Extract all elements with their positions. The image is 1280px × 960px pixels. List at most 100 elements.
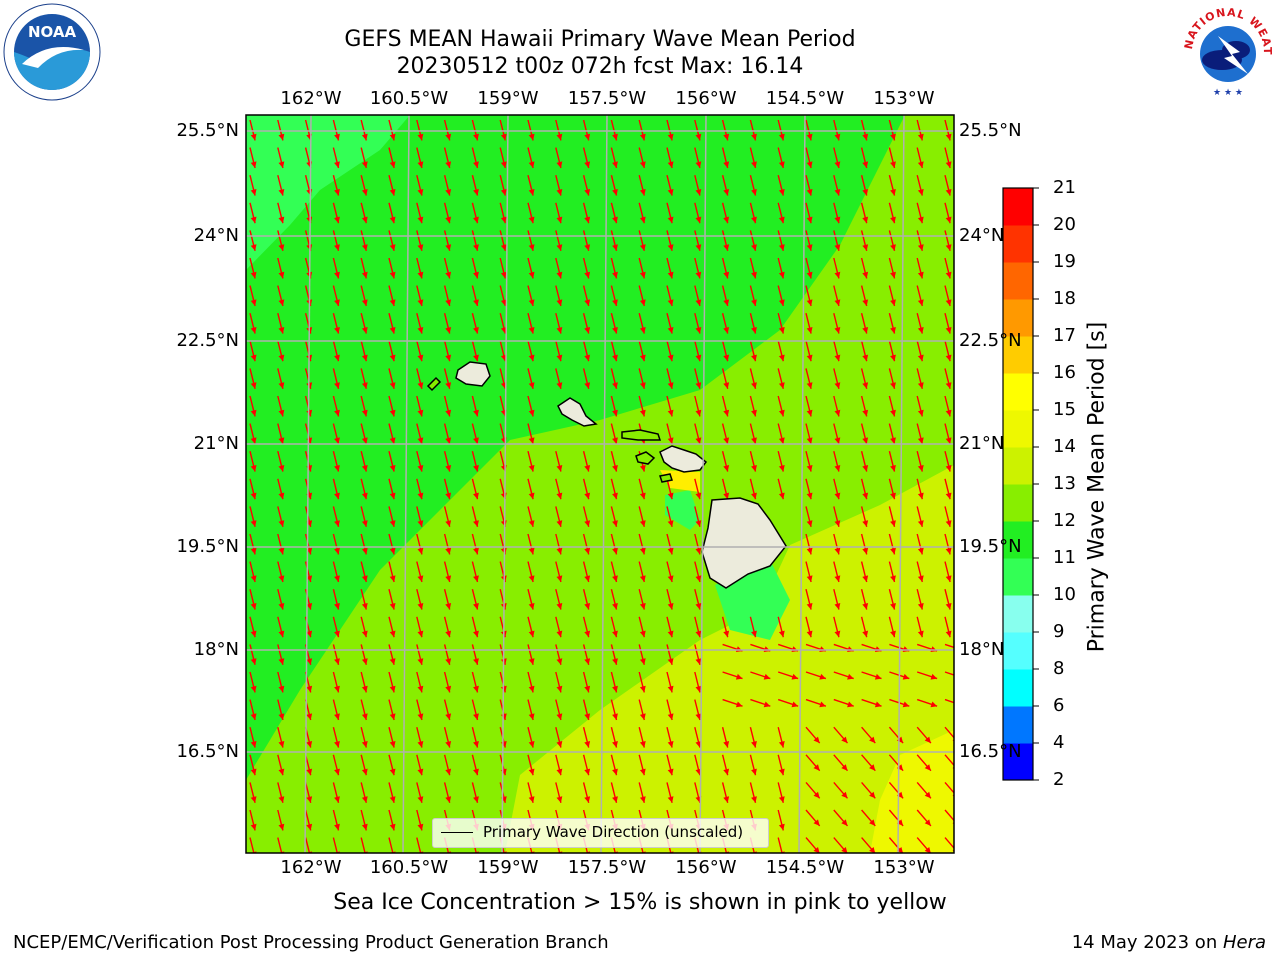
direction-arrow-head: [389, 161, 396, 168]
direction-arrow-head: [917, 630, 924, 638]
direction-arrow-head: [834, 216, 841, 224]
direction-arrow-head: [890, 244, 896, 251]
direction-arrow-head: [278, 492, 285, 500]
direction-arrow-head: [695, 547, 702, 555]
colorbar-frame: [1002, 187, 1034, 781]
direction-arrow-head: [584, 216, 591, 224]
direction-arrow-head: [417, 603, 424, 610]
direction-arrow-head: [306, 796, 313, 803]
colorbar-segment: [1003, 706, 1033, 744]
direction-arrow-head: [528, 216, 535, 224]
direction-arrow-head: [667, 437, 674, 444]
direction-arrow-head: [250, 161, 257, 168]
direction-arrow-head: [639, 768, 646, 776]
direction-arrow-head: [841, 736, 848, 744]
direction-arrow-shaft: [360, 837, 366, 853]
band-11-12: [246, 115, 905, 780]
direction-arrow-head: [896, 764, 904, 771]
direction-arrow-head: [278, 741, 285, 748]
colorbar-tick-label: 19: [1053, 251, 1076, 272]
direction-arrow-head: [723, 216, 730, 224]
direction-arrow-head: [584, 465, 591, 472]
direction-arrow-head: [695, 630, 702, 638]
direction-arrow-head: [834, 244, 841, 251]
direction-arrow-head: [473, 327, 479, 334]
direction-arrow-head: [917, 161, 924, 168]
direction-arrow-head: [778, 189, 785, 196]
direction-arrow-head: [334, 465, 340, 472]
direction-arrow-head: [361, 741, 368, 748]
direction-arrow-head: [639, 796, 646, 803]
direction-arrow-head: [890, 492, 896, 500]
direction-arrow-head: [250, 216, 257, 224]
direction-arrow-head: [917, 327, 924, 334]
lat-label-left: 16.5°N: [176, 741, 239, 762]
direction-arrow-head: [556, 575, 563, 582]
direction-arrow-head: [841, 791, 848, 799]
direction-arrow-head: [751, 768, 757, 776]
direction-arrow-head: [334, 244, 340, 251]
direction-arrow-head: [917, 216, 924, 224]
direction-arrow-head: [612, 603, 618, 610]
direction-arrow-head: [869, 791, 876, 799]
direction-arrow-head: [334, 437, 340, 444]
direction-arrow-head: [890, 603, 896, 610]
direction-arrow-head: [834, 465, 841, 472]
noaa-logo: NOAA: [3, 3, 101, 101]
colorbar-segment: [1003, 521, 1033, 559]
direction-arrow-head: [612, 327, 618, 334]
direction-arrow-head: [612, 382, 618, 389]
direction-arrow-head: [896, 736, 904, 744]
direction-arrow-head: [695, 133, 702, 141]
direction-arrow-head: [667, 547, 674, 555]
direction-arrow-head: [902, 673, 910, 680]
direction-arrow-head: [695, 271, 702, 279]
direction-arrow-head: [924, 736, 931, 744]
direction-arrow-head: [869, 736, 876, 744]
direction-arrow-head: [417, 713, 424, 720]
direction-arrow-head: [917, 382, 924, 389]
direction-arrow-head: [612, 465, 618, 472]
direction-arrow-head: [806, 465, 813, 472]
colorbar-tick-label: 2: [1053, 769, 1065, 790]
direction-arrow-head: [751, 299, 757, 306]
direction-arrow-head: [945, 161, 952, 168]
chart-subtitle: 20230512 t00z 072h fcst Max: 16.14: [396, 54, 804, 79]
colorbar-segment: [1003, 558, 1033, 596]
direction-arrow-head: [639, 216, 646, 224]
direction-arrow-head: [306, 823, 313, 831]
direction-arrow-head: [250, 271, 257, 279]
direction-arrow-head: [361, 465, 368, 472]
direction-arrow-head: [334, 796, 340, 803]
direction-arrow-head: [250, 382, 257, 389]
direction-arrow-head: [945, 409, 952, 417]
direction-arrow-head: [334, 823, 340, 831]
direction-arrow-head: [862, 327, 869, 334]
direction-arrow-head: [639, 189, 646, 196]
direction-arrow-head: [924, 819, 931, 826]
direction-arrow-head: [417, 133, 424, 141]
direction-arrow-head: [278, 713, 285, 720]
lon-label-bottom: 162°W: [280, 857, 342, 878]
direction-arrow-head: [584, 271, 591, 279]
direction-arrow-head: [813, 847, 820, 853]
direction-arrow-head: [612, 575, 618, 582]
direction-arrow-head: [890, 575, 896, 582]
direction-arrow-head: [278, 547, 285, 555]
direction-arrow-head: [250, 465, 257, 472]
direction-arrow-head: [890, 409, 896, 417]
direction-arrow-head: [278, 244, 285, 251]
direction-arrow-head: [528, 133, 535, 141]
direction-arrow-shaft: [944, 643, 954, 649]
direction-arrow-head: [695, 492, 702, 500]
direction-arrow-head: [806, 575, 813, 582]
direction-arrow-shaft: [944, 781, 954, 794]
direction-arrow-head: [500, 216, 507, 224]
direction-arrow-head: [945, 492, 952, 500]
direction-arrow-head: [612, 244, 618, 251]
direction-arrow-head: [584, 492, 591, 500]
direction-arrow-head: [389, 382, 396, 389]
lon-label-bottom: 159°W: [477, 857, 539, 878]
direction-arrow-head: [902, 701, 910, 708]
direction-arrow-head: [834, 492, 841, 500]
